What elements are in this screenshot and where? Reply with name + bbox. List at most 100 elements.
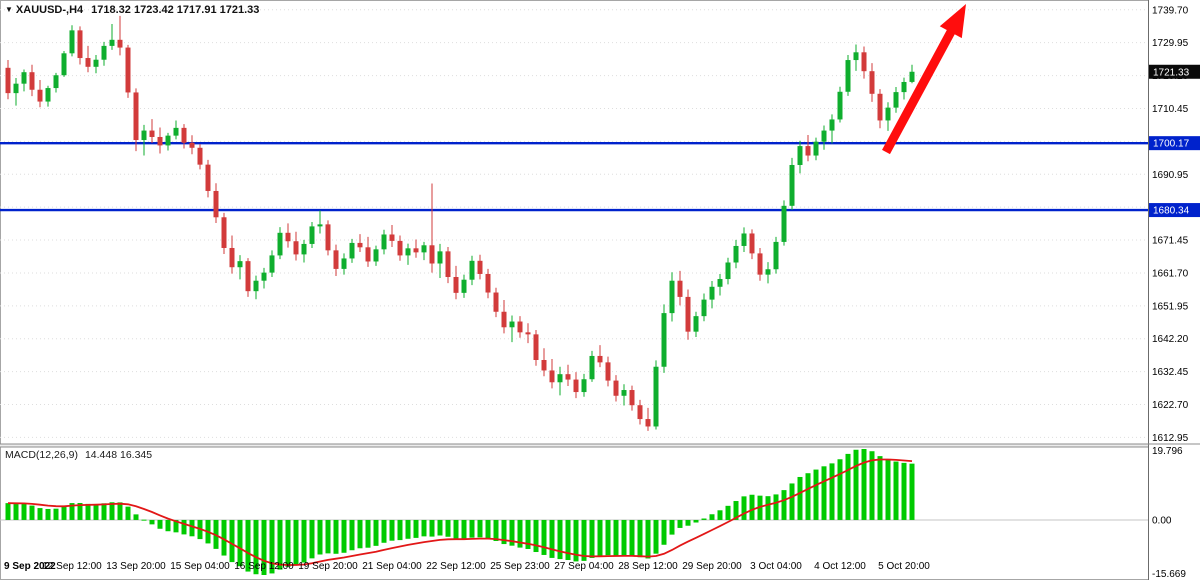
macd-histogram-bar	[525, 519, 531, 549]
macd-histogram-bar	[485, 519, 491, 539]
macd-histogram-bar	[741, 496, 747, 520]
trend-arrow-line[interactable]	[882, 26, 957, 155]
macd-histogram-bar	[709, 514, 715, 520]
candle-bull	[829, 119, 835, 131]
candle-bear	[221, 217, 227, 248]
price-axis-area[interactable]	[1149, 0, 1200, 580]
candle-bull	[845, 60, 851, 92]
candle-bear	[229, 247, 235, 268]
candle-bull	[341, 258, 347, 269]
macd-histogram-bar	[141, 519, 147, 521]
macd-histogram-bar	[861, 449, 867, 520]
candle-bull	[701, 299, 707, 317]
candle-bull	[653, 366, 659, 427]
candle-bull	[461, 279, 467, 293]
candle-bull	[173, 127, 179, 136]
price-axis-label: 1661.70	[1152, 268, 1189, 279]
macd-histogram-bar	[853, 449, 859, 520]
macd-histogram-bar	[109, 502, 115, 520]
macd-histogram-bar	[237, 519, 243, 567]
macd-histogram-bar	[53, 508, 59, 520]
macd-histogram-bar	[13, 504, 19, 520]
candle-bear	[333, 250, 339, 269]
candle-bear	[749, 233, 755, 254]
candle-bear	[533, 334, 539, 361]
time-axis-label: 21 Sep 04:00	[362, 561, 422, 572]
macd-histogram-bar	[477, 519, 483, 538]
price-badge-text: 1721.33	[1153, 67, 1190, 78]
candle-bull	[21, 72, 27, 84]
macd-histogram-bar	[413, 519, 419, 538]
candle-bull	[773, 241, 779, 270]
candle-bull	[661, 313, 667, 367]
candle-bull	[557, 374, 563, 383]
candle-bull	[237, 261, 243, 268]
candle-bear	[629, 390, 635, 406]
time-axis-label: 25 Sep 23:00	[490, 561, 550, 572]
macd-name: MACD(12,26,9)	[5, 449, 78, 461]
macd-histogram-bar	[261, 519, 267, 575]
macd-signal-line	[7, 458, 913, 566]
candle-bull	[837, 91, 843, 120]
candle-bull	[741, 233, 747, 246]
candle-bull	[853, 52, 859, 61]
macd-histogram-bar	[565, 519, 571, 561]
macd-histogram-bar	[573, 519, 579, 562]
candle-bull	[53, 75, 59, 89]
macd-histogram-bar	[181, 519, 187, 535]
macd-histogram-bar	[901, 462, 907, 520]
time-axis-label: 3 Oct 04:00	[750, 561, 802, 572]
price-badge	[1149, 64, 1200, 79]
macd-histogram-bar	[333, 519, 339, 554]
macd-axis-label: 0.00	[1152, 515, 1172, 526]
candle-bull	[781, 205, 787, 242]
macd-histogram-bar	[893, 461, 899, 520]
candle-bear	[565, 374, 571, 380]
symbol-dropdown-icon[interactable]: ▼	[5, 5, 13, 14]
candle-bull	[821, 130, 827, 142]
time-axis-label: 29 Sep 20:00	[682, 561, 742, 572]
candle-bear	[157, 136, 163, 146]
symbol-timeframe-label: XAUUSD-,H4	[15, 4, 84, 16]
macd-histogram-bar	[133, 514, 139, 520]
macd-histogram-bar	[277, 519, 283, 570]
macd-histogram-bar	[453, 519, 459, 539]
candle-bull	[349, 242, 355, 259]
macd-histogram-bar	[797, 476, 803, 520]
candle-bull	[789, 164, 795, 206]
price-axis-label: 1632.45	[1152, 367, 1189, 378]
candle-bull	[45, 88, 51, 102]
macd-histogram-bar	[781, 490, 787, 520]
candle-bull	[669, 280, 675, 314]
candle-bear	[325, 224, 331, 251]
macd-histogram-bar	[437, 519, 443, 536]
macd-histogram-bar	[621, 519, 627, 556]
candle-bear	[357, 242, 363, 248]
time-axis-label: 9 Sep 2022	[4, 561, 56, 572]
macd-histogram-bar	[397, 519, 403, 541]
macd-histogram-bar	[29, 505, 35, 520]
candle-bull	[253, 280, 259, 292]
time-axis-label: 5 Oct 20:00	[878, 561, 930, 572]
time-axis-label: 22 Sep 12:00	[426, 561, 486, 572]
macd-histogram-bar	[85, 503, 91, 520]
candle-bear	[5, 67, 11, 94]
candle-bear	[37, 89, 43, 102]
pane-divider[interactable]	[0, 444, 1200, 447]
macd-histogram-bar	[773, 494, 779, 520]
macd-histogram-bar	[501, 519, 507, 545]
price-axis-label: 1642.20	[1152, 334, 1189, 345]
candle-bear	[549, 370, 555, 383]
macd-histogram-bar	[125, 506, 131, 520]
macd-histogram-bar	[93, 504, 99, 520]
time-axis-label: 13 Sep 20:00	[106, 561, 166, 572]
trend-arrow-head[interactable]	[939, 4, 966, 39]
candle-bull	[309, 226, 315, 244]
candle-bear	[805, 146, 811, 156]
candle-bear	[877, 93, 883, 121]
macd-histogram-bar	[5, 503, 11, 520]
macd-histogram-bar	[749, 494, 755, 520]
candle-bull	[269, 255, 275, 273]
macd-histogram-bar	[685, 519, 691, 526]
